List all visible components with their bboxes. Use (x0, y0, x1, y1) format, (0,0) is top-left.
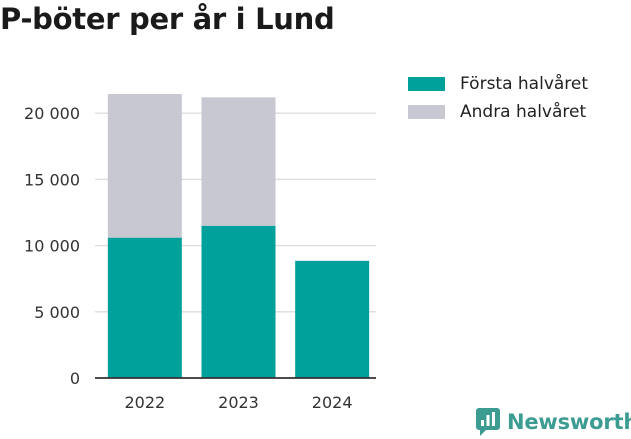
newsworthy-brand: Newsworthy (476, 408, 631, 436)
x-tick-label: 2023 (218, 393, 259, 412)
x-tick-label: 2022 (124, 393, 165, 412)
bar-2022-first-half (107, 237, 182, 378)
bar-2024-first-half (295, 260, 370, 378)
legend: Första halvåret Andra halvåret (408, 70, 588, 126)
bar-2023-second-half (201, 97, 276, 226)
y-tick-label: 20 000 (24, 104, 80, 123)
legend-swatch-first-half (408, 77, 445, 91)
bar-2023-first-half (201, 225, 276, 378)
newsworthy-logo-icon (476, 408, 500, 436)
brand-name: Newsworthy (507, 410, 631, 434)
y-tick-label: 5 000 (34, 303, 80, 322)
y-tick-label: 10 000 (24, 237, 80, 256)
chart-title: P-böter per år i Lund (0, 2, 335, 36)
legend-item-second-half: Andra halvåret (408, 98, 588, 126)
y-tick-label: 0 (70, 369, 80, 388)
legend-item-first-half: Första halvåret (408, 70, 588, 98)
x-tick-label: 2024 (312, 393, 353, 412)
bar-2022-second-half (107, 94, 182, 238)
legend-label-second-half: Andra halvåret (460, 102, 587, 122)
y-tick-label: 15 000 (24, 170, 80, 189)
legend-swatch-second-half (408, 105, 445, 119)
legend-label-first-half: Första halvåret (460, 74, 589, 94)
